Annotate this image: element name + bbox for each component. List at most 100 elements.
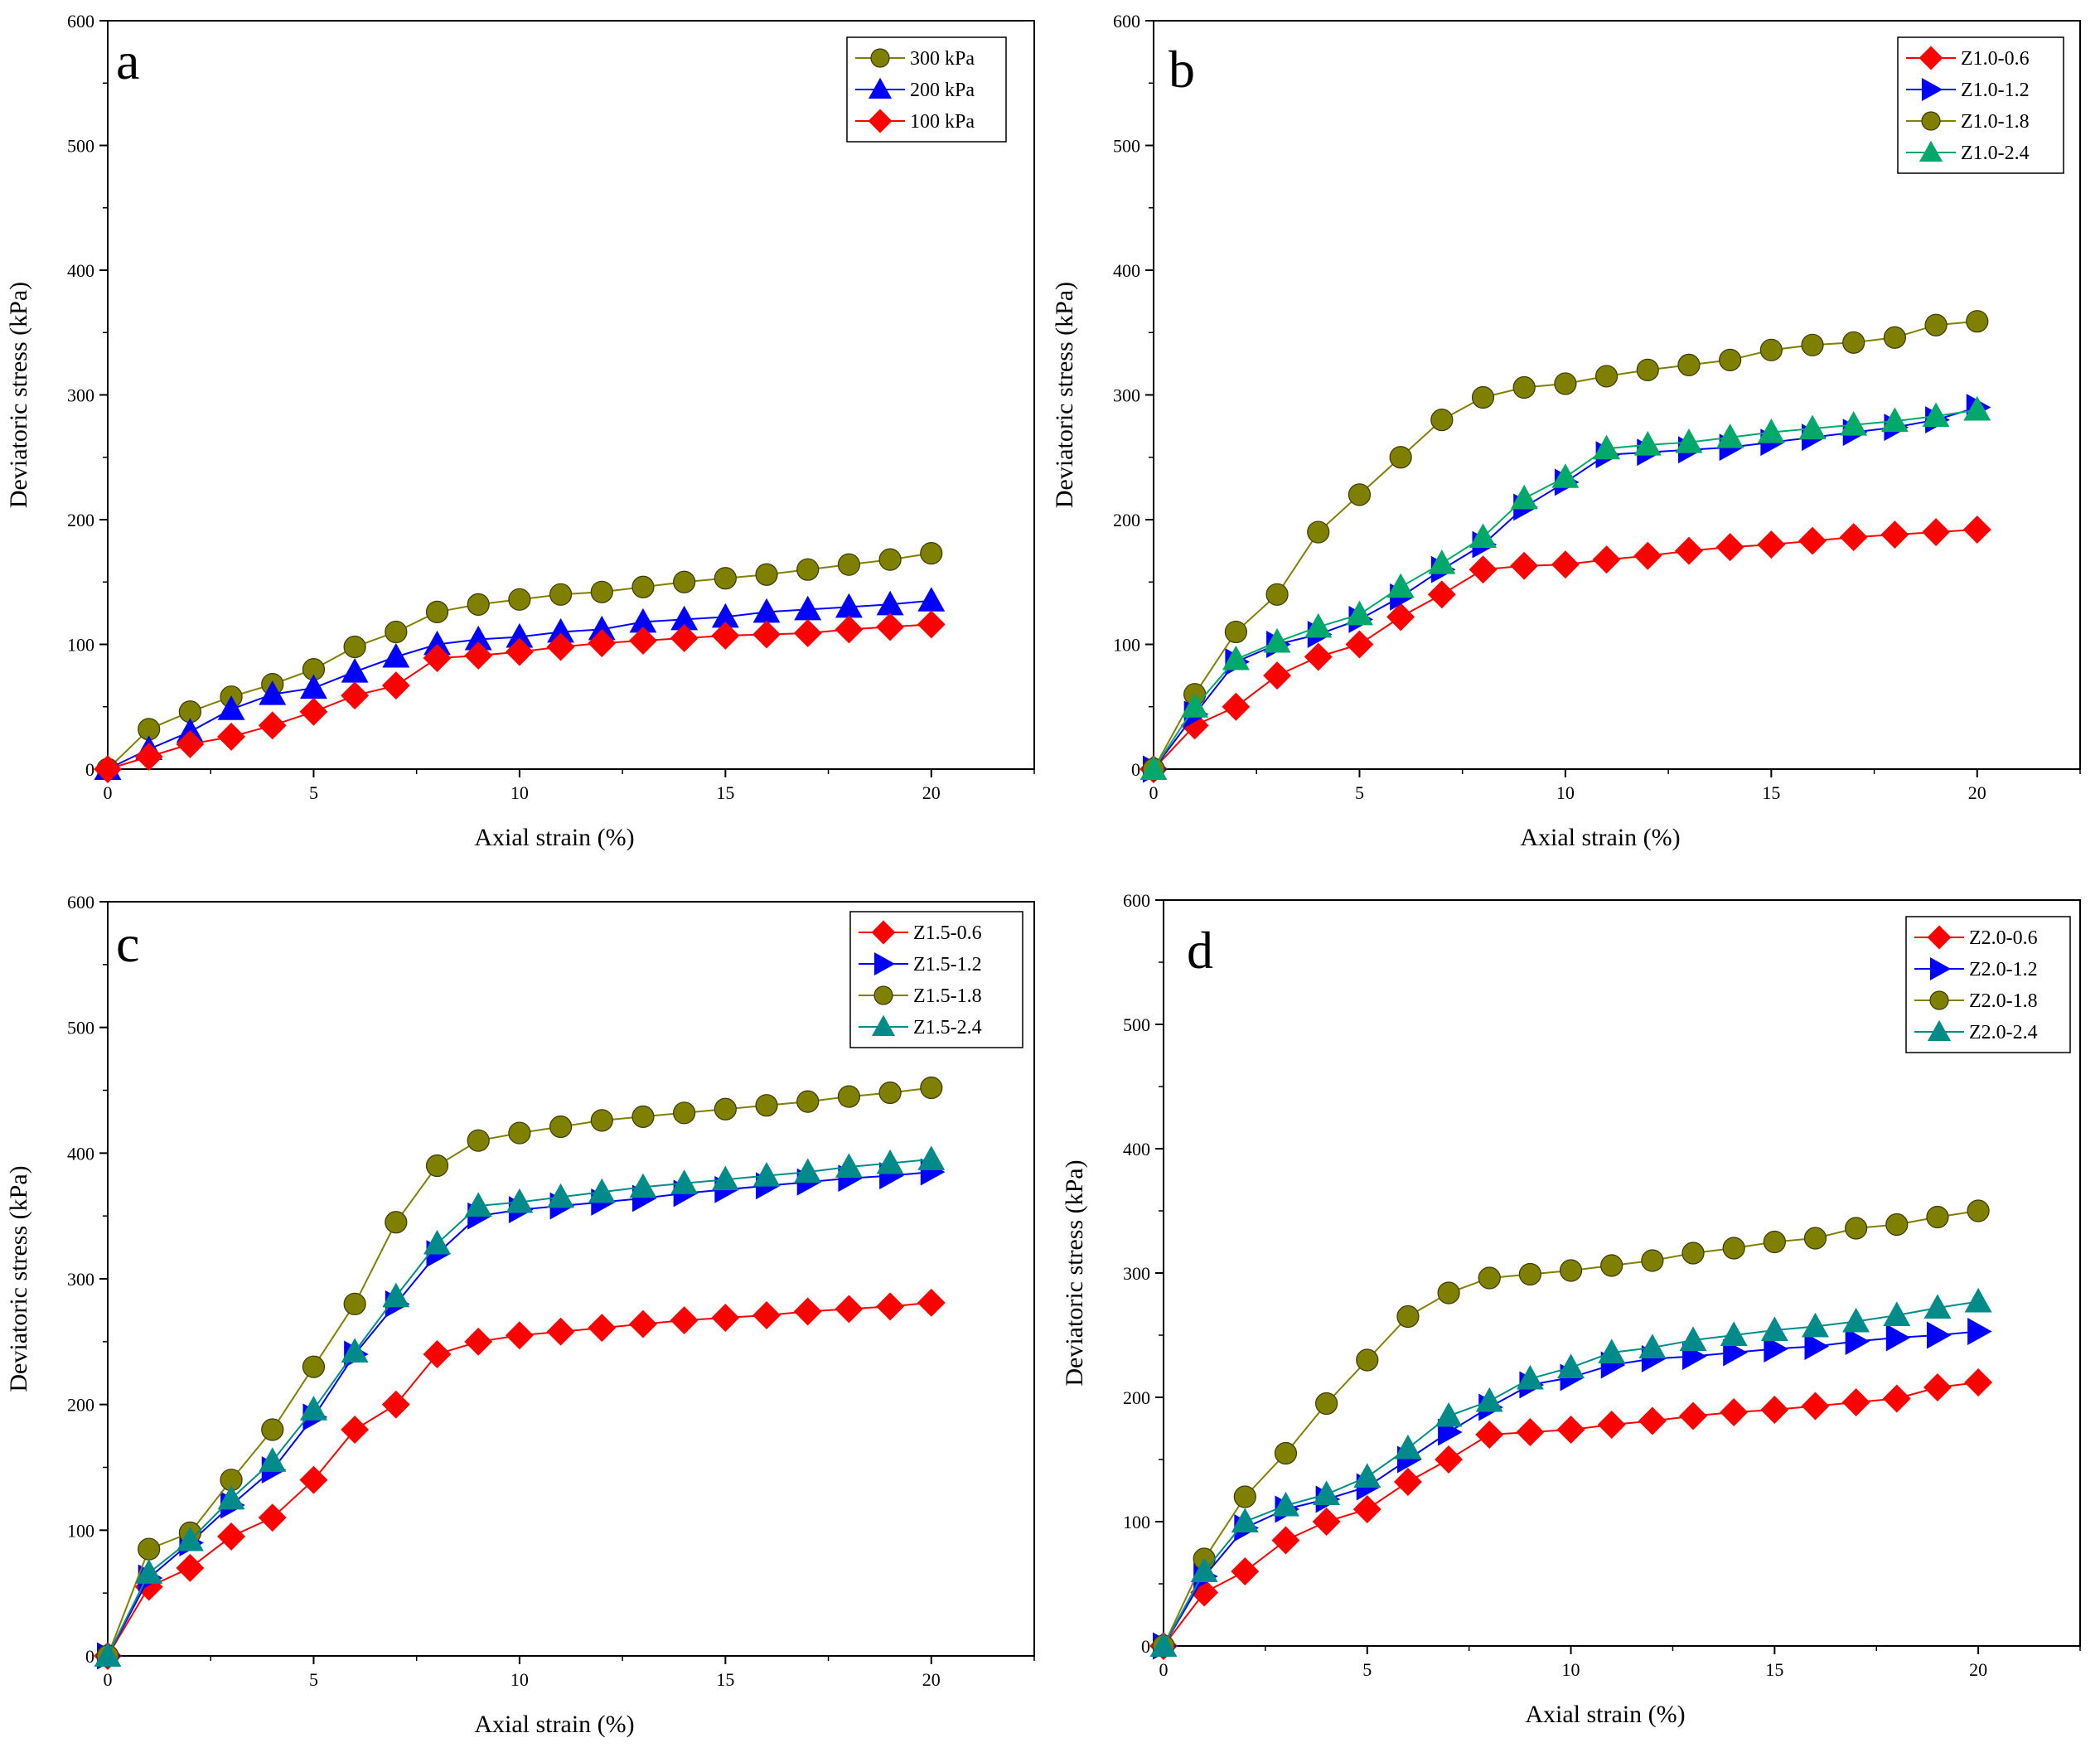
data-point: [1389, 446, 1412, 469]
data-point: [423, 1340, 452, 1368]
series-1: [94, 587, 946, 780]
data-point: [1598, 1338, 1626, 1363]
data-point: [1315, 1392, 1338, 1416]
data-point: [1393, 1468, 1422, 1496]
x-tick-label: 0: [104, 1669, 113, 1690]
y-tick-label: 400: [67, 1143, 94, 1164]
data-point: [1475, 1387, 1503, 1412]
y-tick-label: 500: [1123, 1014, 1150, 1035]
data-point: [1674, 536, 1703, 565]
data-point: [1274, 1441, 1298, 1465]
data-point: [1352, 1495, 1381, 1523]
data-point: [837, 1085, 861, 1108]
data-point: [878, 548, 902, 571]
legend-label: 300 kPa: [910, 48, 975, 70]
legend-label: Z1.5-0.6: [913, 922, 982, 944]
data-point: [1763, 1230, 1786, 1254]
data-point: [588, 1178, 616, 1203]
data-point: [714, 1097, 737, 1121]
y-tick-label: 200: [1123, 1387, 1150, 1408]
data-point: [752, 1162, 781, 1187]
y-tick-label: 200: [1113, 510, 1140, 530]
data-point: [382, 642, 410, 668]
data-point: [837, 553, 861, 576]
data-point: [835, 1153, 863, 1178]
data-point: [1600, 1254, 1623, 1277]
data-point: [1475, 1421, 1504, 1449]
y-tick-label: 400: [67, 260, 94, 281]
data-point: [1720, 1398, 1749, 1426]
data-point: [631, 1105, 655, 1128]
x-tick-label: 20: [922, 782, 941, 803]
data-point: [341, 681, 370, 710]
data-point: [1386, 573, 1415, 598]
data-point: [1842, 331, 1865, 354]
data-point: [876, 1292, 905, 1321]
data-point: [673, 1101, 696, 1125]
data-point: [1265, 583, 1289, 606]
data-point: [1633, 431, 1662, 456]
data-point: [670, 1306, 699, 1335]
y-tick-label: 500: [1113, 136, 1140, 157]
legend-marker: [1927, 1019, 1952, 1042]
data-point: [1842, 1307, 1870, 1333]
x-tick-label: 20: [1969, 1659, 1987, 1680]
y-tick-label: 200: [67, 510, 94, 530]
data-point: [423, 644, 452, 673]
data-point: [1757, 530, 1786, 559]
data-point: [876, 1149, 904, 1174]
x-tick-label: 10: [510, 1669, 529, 1690]
data-point: [1559, 1259, 1583, 1282]
data-point: [1880, 520, 1909, 549]
y-tick-label: 600: [67, 11, 94, 31]
data-point: [1345, 600, 1373, 626]
y-axis-title: Deviatoric stress (kPa): [1051, 282, 1078, 508]
data-point: [1681, 1242, 1705, 1265]
series-0: [1149, 1368, 1993, 1660]
legend-label: Z1.5-1.2: [913, 954, 982, 975]
data-point: [508, 1121, 531, 1145]
data-point: [1231, 1557, 1260, 1585]
data-point: [385, 1211, 408, 1234]
data-point: [628, 1309, 657, 1338]
legend-marker: [1927, 925, 1952, 950]
x-tick-label: 15: [716, 1669, 734, 1690]
data-point: [1394, 1434, 1422, 1459]
data-point: [1263, 661, 1292, 690]
x-tick-label: 10: [510, 782, 529, 803]
legend-marker: [1921, 77, 1943, 102]
data-point: [1840, 410, 1868, 436]
y-tick-label: 0: [1131, 759, 1140, 780]
data-point: [258, 711, 287, 740]
data-point: [1679, 1401, 1707, 1430]
legend-label: Z2.0-0.6: [1969, 927, 2038, 949]
data-point: [793, 1297, 822, 1326]
data-point: [1722, 1237, 1745, 1260]
data-point: [259, 680, 287, 705]
data-point: [711, 1304, 740, 1332]
data-point: [1679, 1326, 1707, 1351]
data-point: [1715, 533, 1744, 562]
data-point: [1962, 516, 1991, 544]
legend-label: Z1.5-1.8: [913, 985, 982, 1007]
data-point: [1356, 1348, 1379, 1372]
data-point: [1924, 313, 1948, 336]
panel-letter: b: [1169, 40, 1195, 99]
data-point: [1883, 1301, 1911, 1326]
legend: Z2.0-0.6 Z2.0-1.2 Z2.0-1.8 Z2.0-2.4: [1905, 916, 2071, 1053]
legend: Z1.0-0.6 Z1.0-1.2 Z1.0-1.8 Z1.0-2.4: [1897, 36, 2064, 174]
x-tick-label: 5: [1355, 782, 1364, 803]
data-point: [1966, 310, 1989, 333]
legend-marker: [870, 48, 890, 68]
y-tick-label: 600: [1123, 890, 1150, 911]
data-point: [714, 567, 737, 590]
data-point: [138, 1537, 161, 1561]
data-point: [670, 1169, 699, 1194]
data-point: [796, 1090, 820, 1113]
data-point: [464, 641, 493, 670]
legend-marker: [868, 109, 893, 133]
data-point: [1880, 407, 1909, 433]
data-point: [794, 1158, 822, 1184]
x-tick-label: 10: [1562, 1659, 1580, 1680]
